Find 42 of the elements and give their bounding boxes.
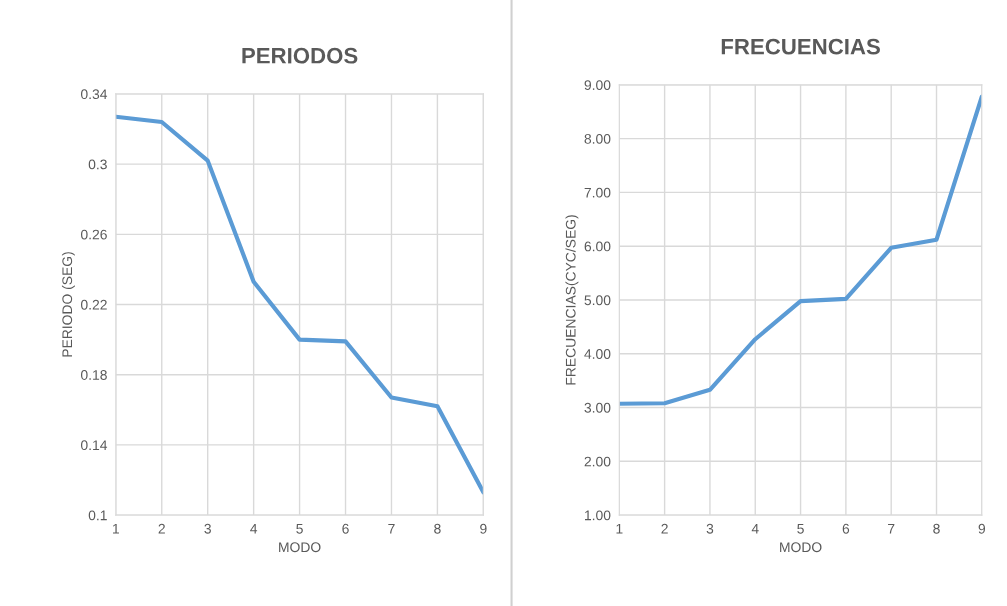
y-tick-label: 0.1 (88, 510, 107, 521)
x-tick-label: 1 (616, 523, 623, 534)
x-tick-label: 6 (342, 523, 349, 534)
line-series (619, 94, 982, 406)
x-tick-label: 7 (388, 523, 395, 534)
y-tick-label: 8.00 (584, 133, 611, 144)
y-tick-label: 0.14 (80, 440, 108, 451)
x-tick-label: 4 (751, 523, 759, 534)
x-tick-label: 1 (113, 523, 119, 534)
y-tick-label: 9.00 (584, 80, 611, 91)
y-tick-label: 4.00 (584, 349, 611, 359)
y-tick-label: 0.3 (88, 159, 107, 170)
chart-title: PERIODOS (242, 47, 358, 64)
y-tick-label: 5.00 (584, 295, 611, 306)
x-axis-title: MODO (279, 542, 321, 553)
x-axis-title: MODO (780, 542, 822, 553)
y-tick-label: 7.00 (584, 187, 611, 198)
x-tick-label: 3 (204, 523, 211, 534)
y-axis-title: FRECUENCIAS(CYC/SEG) (565, 215, 579, 385)
x-tick-label: 8 (434, 523, 441, 534)
y-tick-label: 3.00 (584, 402, 611, 413)
x-tick-label: 5 (296, 523, 303, 534)
x-tick-label: 4 (250, 523, 258, 534)
y-tick-label: 0.18 (80, 370, 107, 380)
line-series (115, 114, 484, 495)
chart-title: FRECUENCIAS (721, 38, 880, 55)
x-tick-label: 9 (978, 523, 986, 534)
x-tick-label: 2 (661, 523, 668, 534)
x-tick-label: 2 (158, 523, 165, 534)
y-tick-label: 0.26 (80, 229, 107, 240)
x-tick-label: 6 (842, 523, 850, 534)
x-tick-label: 9 (480, 523, 487, 534)
x-tick-label: 8 (933, 523, 940, 534)
y-tick-label: 0.22 (80, 299, 107, 310)
y-tick-label: 6.00 (584, 241, 611, 252)
y-tick-label: 1.00 (585, 510, 611, 521)
y-tick-label: 0.34 (80, 89, 108, 100)
y-tick-label: 2.00 (584, 456, 611, 467)
x-tick-label: 3 (706, 523, 714, 534)
x-tick-label: 7 (888, 523, 895, 534)
x-tick-label: 5 (797, 523, 804, 534)
y-axis-title: PERIODO (SEG) (61, 252, 75, 357)
